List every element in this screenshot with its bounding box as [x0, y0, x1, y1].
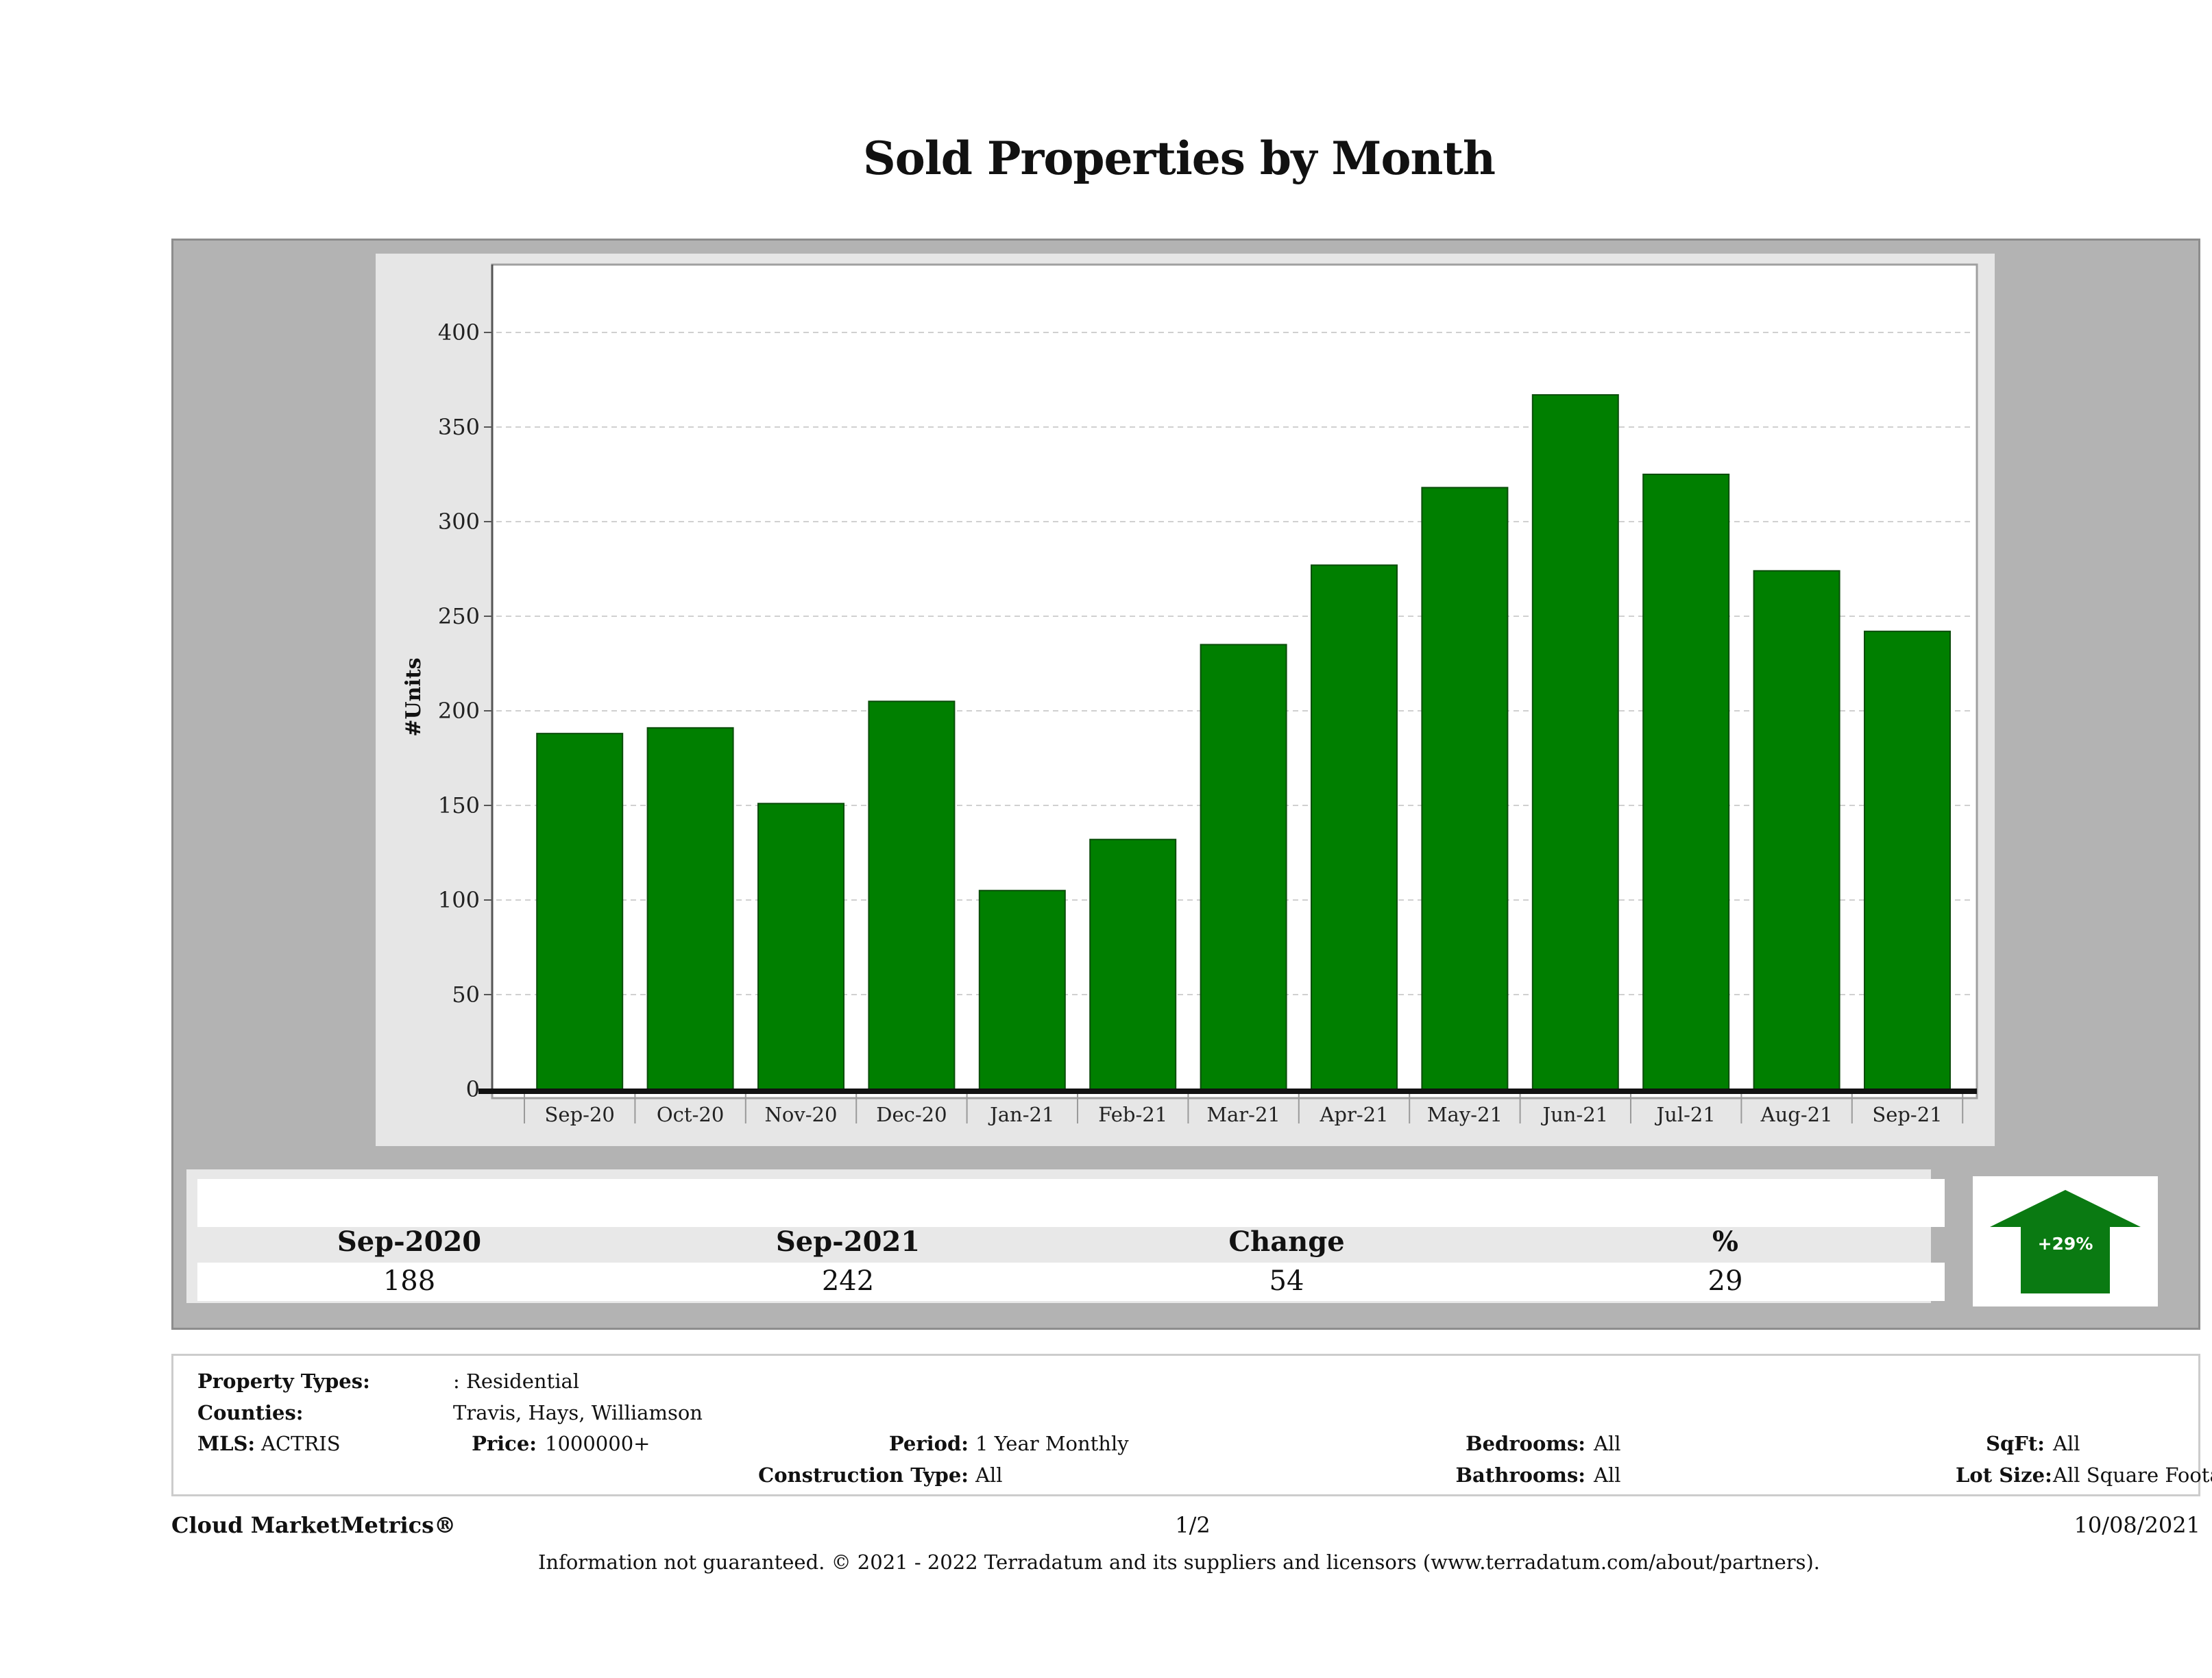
- y-tick-label: 400: [438, 319, 480, 345]
- summary-value-end: 242: [821, 1265, 875, 1297]
- sqft-label: SqFt:: [1986, 1432, 2045, 1455]
- bar: [1753, 570, 1840, 1090]
- chart-panel: 0 50 100 150 200 250 300 350 400 Sep-20 Oct-20 Nov…: [376, 254, 1995, 1146]
- x-tick-label: Jul-21: [1655, 1103, 1716, 1126]
- change-indicator-label: +29%: [2038, 1234, 2093, 1254]
- x-tick-label: Jan-21: [988, 1103, 1054, 1126]
- summary-value-percent: 29: [1707, 1265, 1743, 1297]
- page-title: Sold Properties by Month: [863, 132, 1496, 185]
- y-tick-label: 100: [438, 887, 480, 913]
- y-tick-label: 0: [466, 1076, 480, 1102]
- y-tick-label: 300: [438, 509, 480, 535]
- x-tick-label: Mar-21: [1206, 1103, 1280, 1126]
- up-arrow-icon: [1990, 1190, 2141, 1293]
- counties-label: Counties:: [197, 1401, 304, 1424]
- bar: [1531, 394, 1619, 1090]
- period-label: Period:: [888, 1432, 969, 1455]
- bedrooms-label: Bedrooms:: [1466, 1432, 1585, 1455]
- change-indicator: +29%: [1973, 1176, 2158, 1306]
- footer-date: 10/08/2021: [2074, 1512, 2200, 1538]
- construction-type-label: Construction Type:: [758, 1463, 969, 1487]
- summary-value-start: 188: [382, 1265, 436, 1297]
- footer-disclaimer: Information not guaranteed. © 2021 - 202…: [537, 1551, 1821, 1574]
- property-types-value: : Residential: [453, 1370, 580, 1393]
- x-tick-label: Sep-20: [545, 1103, 615, 1126]
- bedrooms-value: All: [1594, 1432, 1621, 1455]
- y-tick-labels: 0 50 100 150 200 250 300 350 400: [438, 319, 480, 1102]
- summary-header-end: Sep-2021: [775, 1226, 921, 1258]
- summary-values-row: [197, 1263, 1945, 1301]
- bathrooms-label: Bathrooms:: [1455, 1463, 1585, 1487]
- x-tick-label: Dec-20: [876, 1103, 947, 1126]
- bar: [978, 890, 1066, 1090]
- bar: [1864, 631, 1951, 1090]
- x-tick-label: Apr-21: [1319, 1103, 1388, 1126]
- y-tick-label: 350: [438, 414, 480, 440]
- bar: [1311, 564, 1398, 1091]
- bar: [1200, 644, 1287, 1090]
- x-tick-label: Feb-21: [1098, 1103, 1167, 1126]
- x-tick-labels: Sep-20 Oct-20 Nov-20 Dec-20 Jan-21 Feb-21 Mar-…: [545, 1103, 1943, 1126]
- axes: [478, 265, 1977, 1123]
- bar: [757, 803, 844, 1090]
- construction-type-value: All: [975, 1463, 1003, 1487]
- bar: [1421, 487, 1509, 1090]
- mls-label: MLS:: [197, 1432, 256, 1455]
- price-label: Price:: [472, 1432, 537, 1455]
- summary-header-change: Change: [1228, 1226, 1345, 1258]
- sqft-value: All: [2053, 1432, 2080, 1455]
- property-types-label: Property Types:: [197, 1370, 370, 1393]
- summary-blank-row: [197, 1179, 1945, 1227]
- y-tick-label: 250: [438, 603, 480, 629]
- bar-chart: 0 50 100 150 200 250 300 350 400 Sep-20 Oct-20 Nov…: [402, 263, 1978, 1126]
- bar: [1642, 474, 1730, 1090]
- price-value: 1000000+: [545, 1432, 651, 1455]
- x-tick-label: Sep-21: [1872, 1103, 1942, 1126]
- bar: [868, 701, 956, 1090]
- y-tick-label: 200: [438, 698, 480, 724]
- bathrooms-value: All: [1594, 1463, 1621, 1487]
- bar: [536, 733, 624, 1090]
- x-tick-label: Nov-20: [765, 1103, 838, 1126]
- footer-brand: Cloud MarketMetrics®: [171, 1512, 457, 1538]
- bars: [536, 394, 1951, 1091]
- x-tick-label: Jun-21: [1540, 1103, 1608, 1126]
- x-tick-label: May-21: [1427, 1103, 1503, 1126]
- y-axis-label: #Units: [402, 657, 426, 736]
- chart-frame: 0 50 100 150 200 250 300 350 400 Sep-20 Oct-20 Nov…: [171, 239, 2200, 1330]
- bar: [1089, 838, 1177, 1090]
- summary-value-change: 54: [1269, 1265, 1304, 1297]
- y-tick-label: 50: [452, 982, 480, 1008]
- period-value: 1 Year Monthly: [975, 1432, 1129, 1455]
- mls-value: ACTRIS: [261, 1432, 341, 1455]
- x-tick-label: Aug-21: [1760, 1103, 1833, 1126]
- report-criteria: Property Types: : Residential Counties: …: [171, 1354, 2212, 1496]
- x-tick-label: Oct-20: [657, 1103, 724, 1126]
- counties-value: Travis, Hays, Williamson: [453, 1401, 703, 1424]
- summary-header-percent: %: [1712, 1226, 1738, 1258]
- summary-header-start: Sep-2020: [337, 1226, 482, 1258]
- footer-page-number: 1/2: [1175, 1512, 1211, 1538]
- summary-table: Sep-2020 Sep-2021 Change % 188 242 54 29: [186, 1169, 1945, 1303]
- y-tick-label: 150: [438, 792, 480, 818]
- lot-size-label: Lot Size:: [1956, 1463, 2052, 1487]
- lot-size-value: All Square Footage: [2053, 1463, 2212, 1487]
- bar: [646, 727, 734, 1090]
